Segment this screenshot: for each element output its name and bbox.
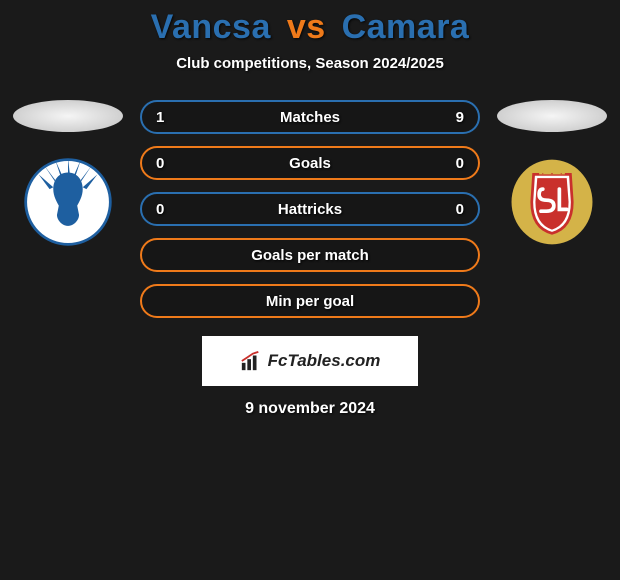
subtitle: Club competitions, Season 2024/2025 xyxy=(0,55,620,72)
comparison-infographic: Vancsa vs Camara Club competitions, Seas… xyxy=(0,0,620,418)
stat-left-value: 1 xyxy=(156,109,164,126)
stat-left-value: 0 xyxy=(156,201,164,218)
stat-right-value: 9 xyxy=(456,109,464,126)
stat-label: Hattricks xyxy=(278,201,342,218)
stat-right-value: 0 xyxy=(456,201,464,218)
gent-logo xyxy=(22,156,114,248)
stat-row-min-per-goal: Min per goal xyxy=(140,284,480,318)
stat-label: Goals per match xyxy=(251,247,369,264)
player1-name: Vancsa xyxy=(151,8,271,46)
player2-name: Camara xyxy=(342,8,470,46)
right-side xyxy=(492,100,612,248)
chart-icon xyxy=(240,350,262,372)
brand-box[interactable]: FcTables.com xyxy=(202,336,418,386)
left-side xyxy=(8,100,128,248)
stat-row-goals-per-match: Goals per match xyxy=(140,238,480,272)
stat-left-value: 0 xyxy=(156,155,164,172)
stat-row-goals: 0 Goals 0 xyxy=(140,146,480,180)
main-row: 1 Matches 9 0 Goals 0 0 Hattricks 0 Goal… xyxy=(0,100,620,318)
date-label: 9 november 2024 xyxy=(0,400,620,418)
stat-row-matches: 1 Matches 9 xyxy=(140,100,480,134)
player1-placeholder xyxy=(13,100,123,132)
stat-right-value: 0 xyxy=(456,155,464,172)
standard-liege-logo xyxy=(506,156,598,248)
stats-column: 1 Matches 9 0 Goals 0 0 Hattricks 0 Goal… xyxy=(140,100,480,318)
vs-label: vs xyxy=(287,8,326,46)
player2-placeholder xyxy=(497,100,607,132)
stat-label: Min per goal xyxy=(266,293,354,310)
brand-label: FcTables.com xyxy=(268,351,381,371)
stat-label: Matches xyxy=(280,109,340,126)
page-title: Vancsa vs Camara xyxy=(0,0,620,47)
stat-label: Goals xyxy=(289,155,331,172)
stat-row-hattricks: 0 Hattricks 0 xyxy=(140,192,480,226)
